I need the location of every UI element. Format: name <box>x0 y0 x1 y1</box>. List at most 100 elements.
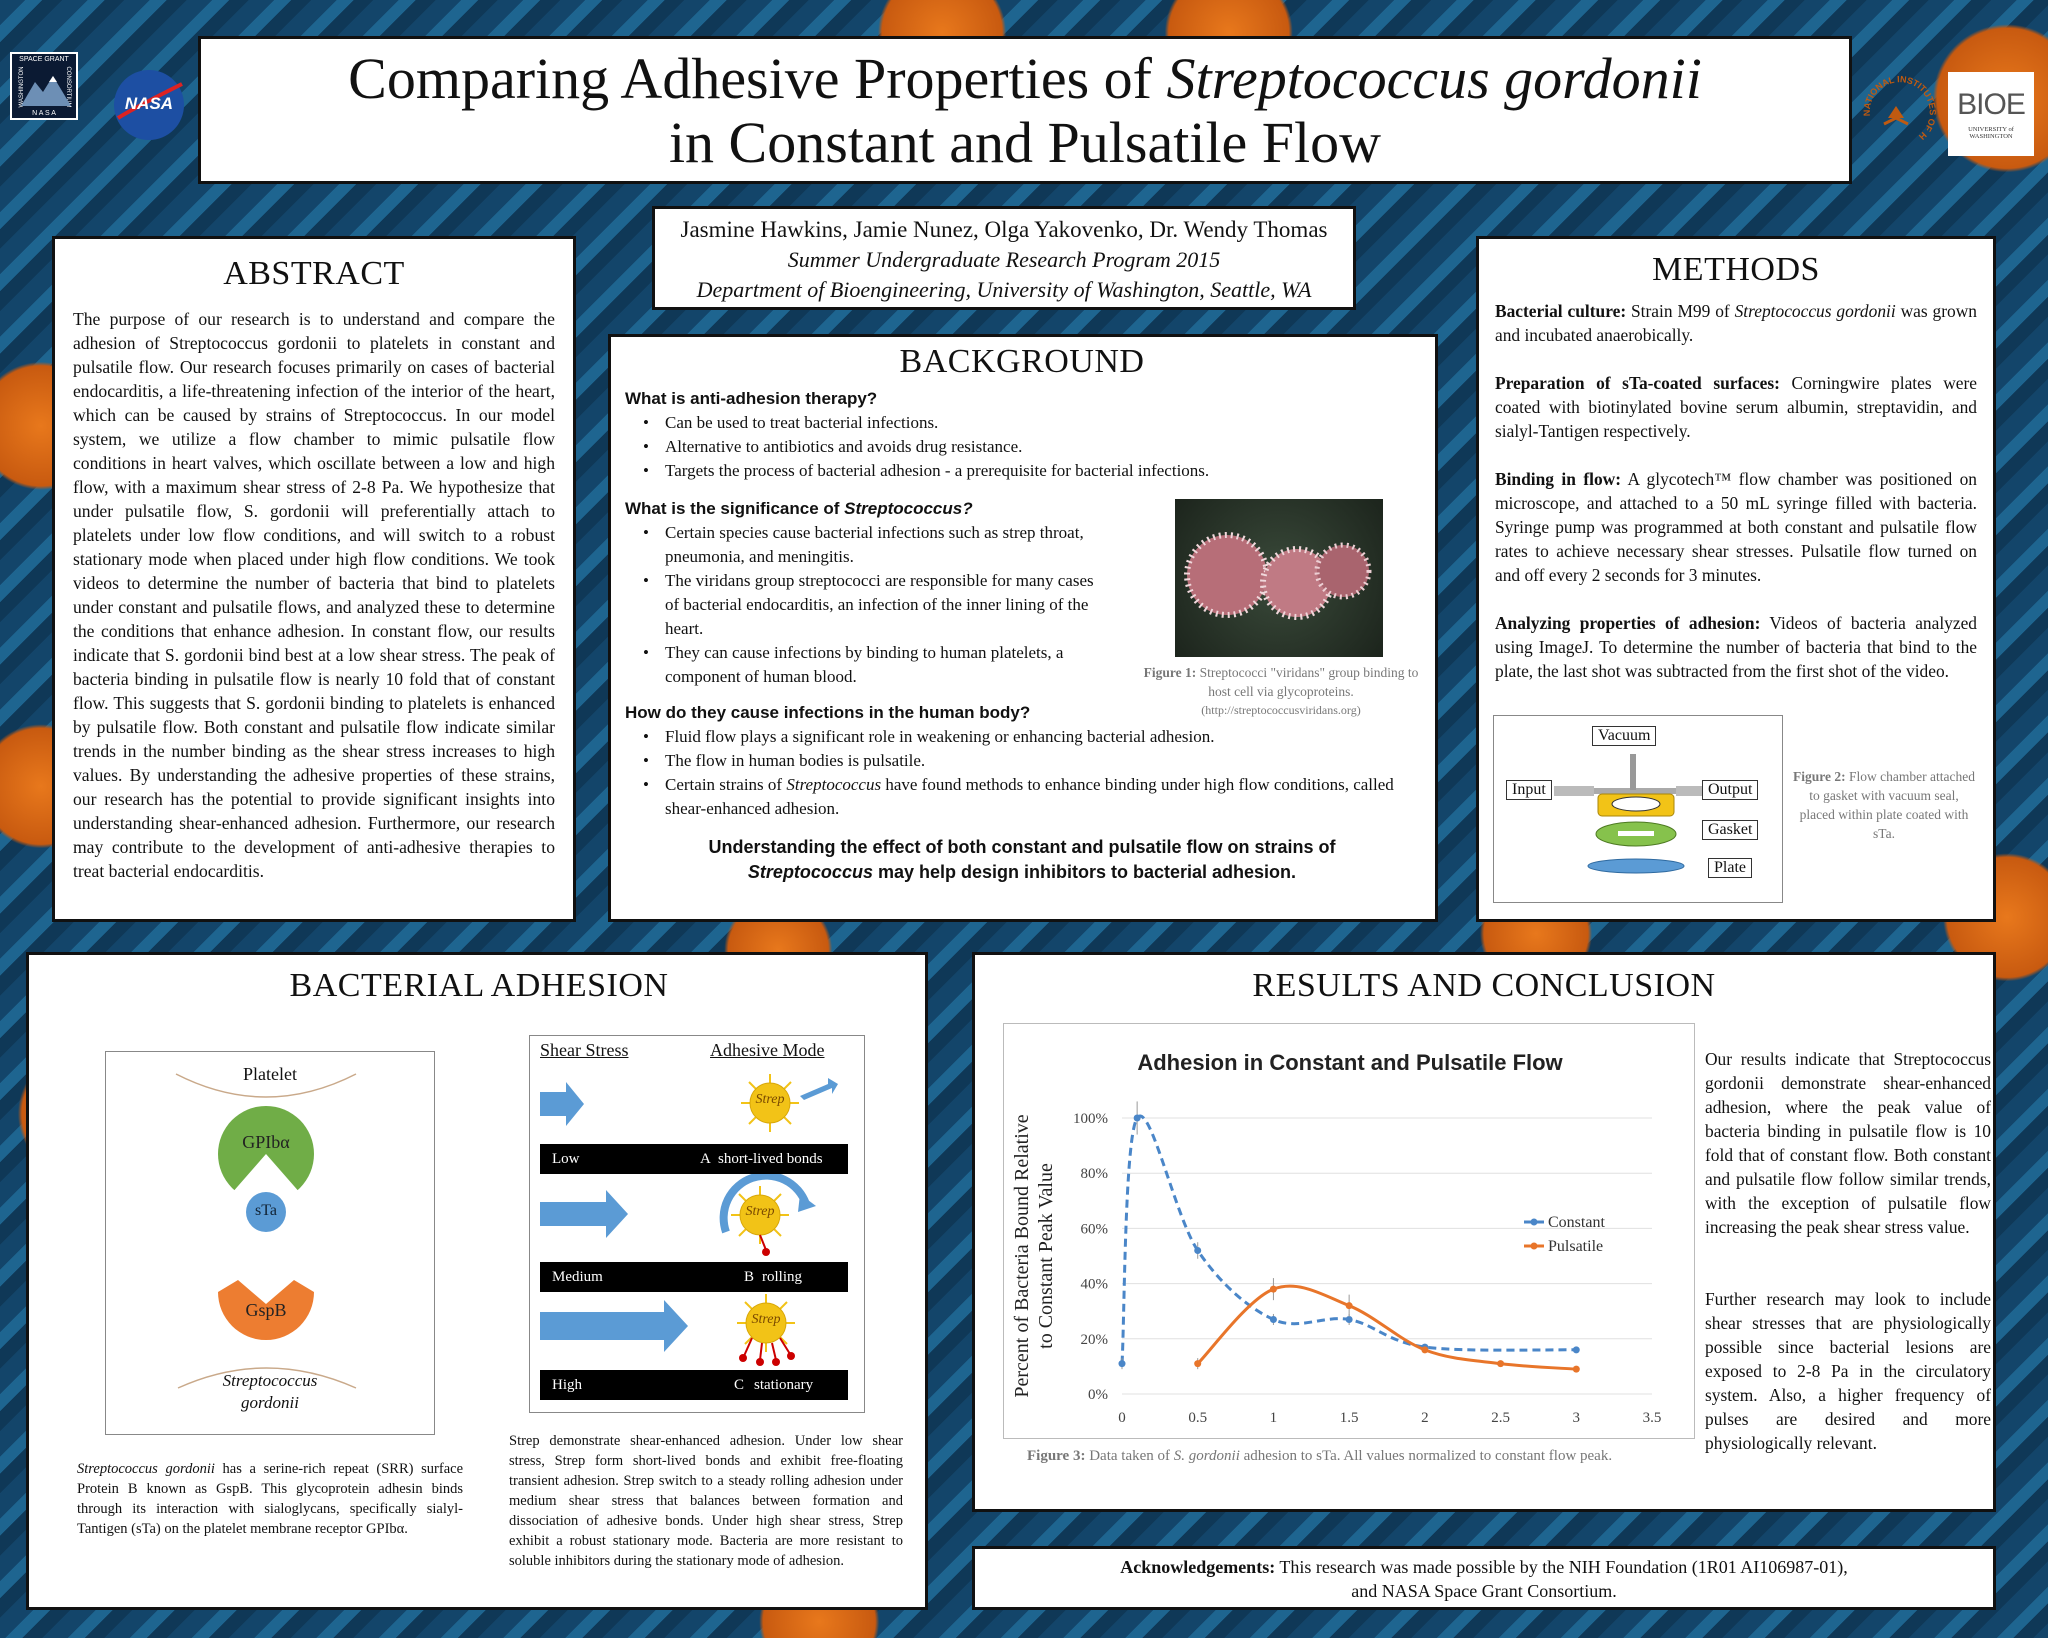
data-point-pulsatile <box>1345 1302 1353 1310</box>
page-title: Comparing Adhesive Properties of Strepto… <box>201 39 1849 175</box>
row-letter: B <box>744 1269 755 1285</box>
data-point-constant <box>1194 1246 1202 1254</box>
data-point-pulsatile <box>1421 1346 1429 1354</box>
title-line-2: in Constant and Pulsatile Flow <box>668 110 1382 175</box>
adhesion-mode-drawing <box>540 1074 838 1366</box>
x-tick-label: 1.5 <box>1340 1410 1359 1426</box>
bioe-logo: BIOE UNIVERSITY of WASHINGTON <box>1948 72 2034 156</box>
legend-label-constant: Constant <box>1548 1214 1605 1231</box>
output-label: Output <box>1702 780 1759 800</box>
row-level: High <box>552 1377 582 1393</box>
row-bar-low: Low A short-lived bonds <box>540 1144 848 1174</box>
y-tick-label: 60% <box>1081 1221 1109 1237</box>
strep-label-high: Strep <box>751 1312 781 1327</box>
list-item: Certain strains of Streptococcus have fo… <box>625 773 1419 821</box>
data-point-pulsatile <box>1194 1360 1202 1368</box>
x-tick-label: 0.5 <box>1188 1410 1207 1426</box>
platelet-binding-drawing <box>175 1073 357 1389</box>
bacteria-cells-image <box>1184 532 1372 620</box>
x-tick-label: 1 <box>1270 1410 1278 1426</box>
nih-text: NATIONAL INSTITUTES OF HEALTH <box>1855 64 1938 142</box>
legend-marker-constant <box>1530 1218 1538 1226</box>
abstract-heading: ABSTRACT <box>223 255 405 292</box>
methods-p3: Binding in flow: A glycotech™ flow chamb… <box>1495 469 1978 585</box>
acknowledgements-line-1: Acknowledgements: This research was made… <box>1120 1557 1848 1577</box>
abstract-box: ABSTRACT The purpose of our research is … <box>52 236 576 922</box>
q1-heading: What is anti-adhesion therapy? <box>625 389 878 408</box>
results-box: RESULTS AND CONCLUSION Adhesion in Const… <box>972 952 1996 1512</box>
q3-heading: How do they cause infections in the huma… <box>625 703 1031 722</box>
mountain-icon <box>21 76 71 106</box>
x-tick-label: 2.5 <box>1491 1410 1510 1426</box>
list-item: Alternative to antibiotics and avoids dr… <box>625 435 1419 459</box>
q2-list: Certain species cause bacterial infectio… <box>625 521 1095 689</box>
x-tick-label: 3.5 <box>1643 1410 1662 1426</box>
data-point-constant <box>1133 1114 1141 1122</box>
row-bar-high: High C stationary <box>540 1370 848 1400</box>
input-label: Input <box>1506 780 1552 800</box>
results-text-2: Further research may look to include she… <box>1705 1289 1991 1453</box>
background-heading: BACKGROUND <box>899 343 1145 380</box>
adhesive-mode-column-label: Adhesive Mode <box>710 1040 825 1060</box>
space-grant-top-text: SPACE GRANT <box>19 56 69 63</box>
svg-text:NATIONAL INSTITUTES OF HEALTH: NATIONAL INSTITUTES OF HEALTH <box>1858 72 1938 142</box>
list-item: They can cause infections by binding to … <box>625 641 1095 689</box>
series-line-pulsatile <box>1196 1284 1577 1371</box>
bioe-text: BIOE <box>1957 88 2026 121</box>
authors-box: Jasmine Hawkins, Jamie Nunez, Olga Yakov… <box>652 206 1356 310</box>
data-point-pulsatile <box>1497 1360 1505 1368</box>
streptococci-micrograph <box>1175 499 1383 657</box>
q2-heading: What is the significance of Streptococcu… <box>625 499 973 518</box>
list-item: Can be used to treat bacterial infection… <box>625 411 1419 435</box>
nih-seal-icon: NATIONAL INSTITUTES OF HEALTH <box>1855 64 1938 142</box>
department-name: Department of Bioengineering, University… <box>696 277 1312 302</box>
data-point-constant <box>1345 1315 1353 1323</box>
x-tick-label: 0 <box>1118 1410 1126 1426</box>
y-axis-label-line-2: to Constant Peak Value <box>1035 1163 1057 1349</box>
nasa-swoosh-icon <box>116 82 183 120</box>
x-axis-label: Shear Stress (Pa) <box>1319 1437 1456 1440</box>
q1-list: Can be used to treat bacterial infection… <box>625 411 1419 483</box>
methods-box: METHODS Bacterial culture: Strain M99 of… <box>1476 236 1996 922</box>
abstract-text: The purpose of our research is to unders… <box>73 309 555 881</box>
row-mode: rolling <box>762 1269 802 1285</box>
title-box: Comparing Adhesive Properties of Strepto… <box>198 36 1852 184</box>
row-mode: stationary <box>754 1377 814 1393</box>
figure-2-caption: Figure 2: Flow chamber attached to gaske… <box>1793 769 1975 841</box>
y-tick-label: 100% <box>1073 1111 1108 1127</box>
figure-3-caption: Figure 3: Data taken of S. gordonii adhe… <box>1027 1448 1613 1464</box>
flow-chamber-diagram: Vacuum Input Output Gasket Plate <box>1493 715 1783 903</box>
bioe-sub-text: UNIVERSITY of WASHINGTON <box>1968 126 2014 140</box>
series-line-constant <box>1120 1114 1577 1364</box>
row-level: Medium <box>552 1269 603 1285</box>
adhesion-line-chart: Adhesion in Constant and Pulsatile Flow 0… <box>1011 1050 1662 1440</box>
row-bar-medium: Medium B rolling <box>540 1262 848 1292</box>
data-point-constant <box>1118 1360 1126 1368</box>
methods-heading: METHODS <box>1652 251 1820 288</box>
legend-label-pulsatile: Pulsatile <box>1548 1238 1603 1255</box>
y-tick-label: 40% <box>1081 1277 1109 1293</box>
chart-frame: Adhesion in Constant and Pulsatile Flow 0… <box>1003 1023 1695 1440</box>
list-item: Targets the process of bacterial adhesio… <box>625 459 1419 483</box>
strep-label-medium: Strep <box>745 1204 775 1219</box>
results-text-1: Our results indicate that Streptococcus … <box>1705 1049 1991 1237</box>
vacuum-label: Vacuum <box>1592 726 1657 746</box>
list-item: The viridans group streptococci are resp… <box>625 569 1095 641</box>
methods-p1: Bacterial culture: Strain M99 of Strepto… <box>1495 301 1977 345</box>
adhesion-box: BACTERIAL ADHESION Platelet GPIbα sTa Gs… <box>26 952 928 1610</box>
acknowledgements-line-2: and NASA Space Grant Consortium. <box>1351 1581 1617 1601</box>
space-grant-logo: SPACE GRANT N A S A WASHINGTON CONSORTIU… <box>10 52 78 120</box>
row-letter: C <box>734 1377 745 1393</box>
x-tick-label: 3 <box>1573 1410 1581 1426</box>
acknowledgements-box: Acknowledgements: This research was made… <box>972 1546 1996 1610</box>
list-item: The flow in human bodies is pulsatile. <box>625 749 1419 773</box>
y-axis-label-line-1: Percent of Bacteria Bound Relative <box>1011 1114 1033 1397</box>
flow-chamber-drawing <box>1554 754 1716 874</box>
data-point-pulsatile <box>1269 1285 1277 1293</box>
platelet-label: Platelet <box>243 1064 297 1084</box>
chart-title: Adhesion in Constant and Pulsatile Flow <box>1137 1050 1563 1075</box>
row-mode: short-lived bonds <box>718 1151 823 1167</box>
y-tick-label: 80% <box>1081 1166 1109 1182</box>
platelet-binding-diagram: Platelet GPIbα sTa GspB Streptococcus go… <box>105 1051 435 1435</box>
program-name: Summer Undergraduate Research Program 20… <box>787 247 1221 272</box>
